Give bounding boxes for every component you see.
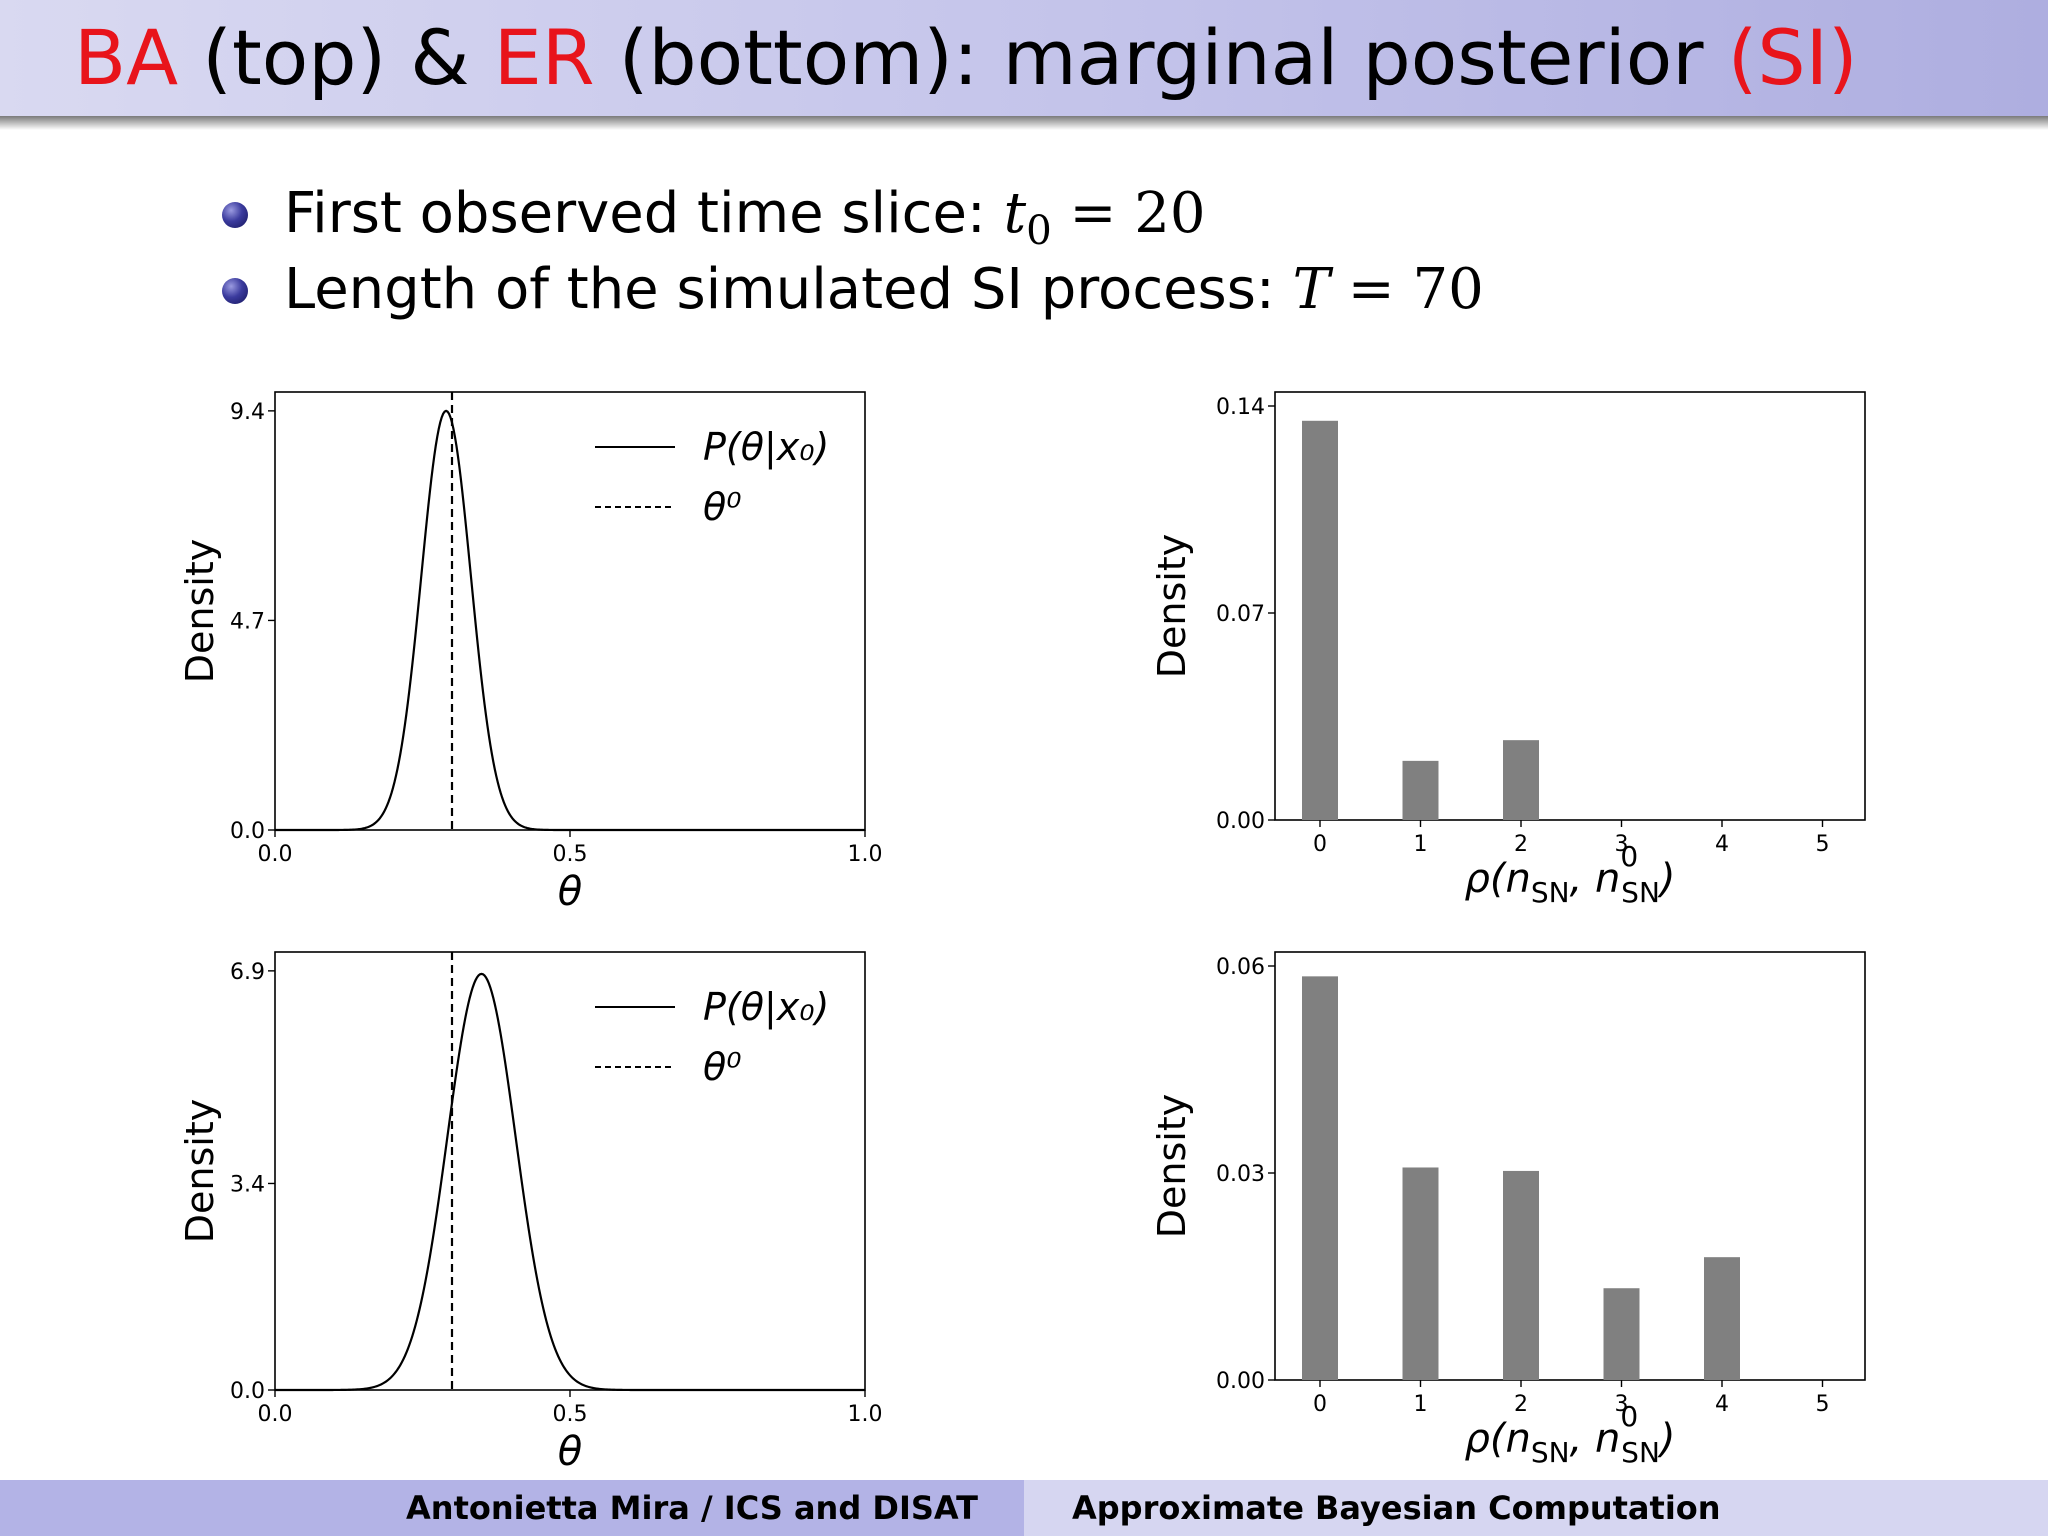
chart-ba-histogram: 0 1 2 3 4 5 0.00 0.07 0.14 Density ρ(nSN, n0 SN): [1140, 380, 1900, 924]
x-tick-label: 0: [1313, 832, 1327, 857]
y-tick-label: 0.06: [1216, 955, 1265, 980]
x-axis-label: ρ(nSN, n0 SN): [1464, 840, 1675, 909]
y-axis-label: Density: [178, 1099, 222, 1243]
math-value: = 70: [1329, 257, 1484, 322]
bullet-text: First observed time slice:: [284, 181, 1004, 246]
x-tick-label: 1.0: [848, 842, 883, 867]
title-er: ER: [493, 13, 595, 102]
x-tick-label: 3: [1615, 1392, 1629, 1417]
y-axis-label: Density: [1150, 1094, 1194, 1238]
footer-talk-title: Approximate Bayesian Computation: [1072, 1489, 1721, 1527]
title-shadow: [0, 116, 2048, 130]
y-axis-label: Density: [1150, 534, 1194, 678]
y-tick-label: 4.7: [230, 609, 265, 634]
x-axis-label: ρ(nSN, n0 SN): [1464, 1400, 1675, 1469]
title-top-label: (top) &: [178, 13, 494, 102]
histogram-bar: [1503, 740, 1539, 820]
y-tick-label: 9.4: [230, 400, 265, 425]
title-ba: BA: [74, 13, 179, 102]
x-tick-label: 1.0: [848, 1402, 883, 1427]
histogram-bar: [1603, 1288, 1640, 1380]
histogram-bar: [1503, 1170, 1539, 1380]
slide-title: BA (top) & ER (bottom): marginal posteri…: [74, 12, 1858, 104]
x-axis-label-part: , n: [1570, 1416, 1621, 1462]
x-axis-label-part: 0: [1620, 840, 1638, 873]
histogram-bar: [1302, 420, 1338, 820]
x-axis-label-part: SN: [1621, 876, 1660, 909]
legend-label-theta0: θ⁰: [703, 1045, 741, 1089]
footer: Antonietta Mira / ICS and DISAT Approxim…: [0, 1480, 2048, 1536]
y-tick-label: 0.0: [230, 1379, 265, 1404]
plot-frame: [1274, 391, 1866, 821]
x-tick-label: 1: [1414, 1392, 1428, 1417]
x-tick-label: 2: [1514, 1392, 1528, 1417]
density-curve: [275, 972, 865, 1392]
y-tick-label: 0.0: [230, 819, 265, 844]
x-axis-label-part: SN: [1531, 1436, 1570, 1469]
y-tick-label: 0.14: [1216, 395, 1265, 420]
x-tick-label: 4: [1715, 832, 1729, 857]
y-axis-label: Density: [178, 539, 222, 683]
x-axis-label-part: ): [1657, 1416, 1676, 1462]
y-tick-label: 3.4: [230, 1172, 265, 1197]
x-tick-label: 4: [1715, 1392, 1729, 1417]
footer-right: Approximate Bayesian Computation: [1024, 1480, 2048, 1536]
legend-label-posterior: P(θ|x₀): [703, 425, 829, 470]
x-tick-label: 3: [1615, 832, 1629, 857]
bullet-text: Length of the simulated SI process:: [284, 257, 1293, 322]
bullet-ball-icon: [222, 202, 248, 228]
histogram-bar: [1402, 1167, 1439, 1380]
title-bar: [0, 0, 2048, 116]
x-tick-label: 2: [1514, 832, 1528, 857]
histogram-bar: [1302, 976, 1338, 1380]
density-curve: [275, 409, 865, 832]
x-axis-label: θ: [558, 1429, 582, 1475]
y-tick-label: 6.9: [230, 960, 265, 985]
y-tick-label: 0.03: [1216, 1162, 1265, 1187]
x-tick-label: 5: [1816, 1392, 1830, 1417]
legend-label-posterior: P(θ|x₀): [703, 985, 829, 1030]
legend-label-theta0: θ⁰: [703, 485, 741, 529]
math-variable: t: [1003, 181, 1027, 246]
y-tick-label: 0.00: [1216, 809, 1265, 834]
title-bottom-label: (bottom): marginal posterior: [594, 13, 1728, 102]
y-tick-label: 0.00: [1216, 1369, 1265, 1394]
x-tick-label: 0.0: [258, 842, 293, 867]
x-axis-label-part: SN: [1621, 1436, 1660, 1469]
x-axis-label-part: SN: [1531, 876, 1570, 909]
title-si: (SI): [1727, 13, 1858, 102]
x-axis-label-part: ρ(n: [1464, 856, 1530, 902]
x-axis-label-part: ρ(n: [1464, 1416, 1530, 1462]
math-subscript: 0: [1026, 207, 1052, 255]
plot-frame: [1274, 951, 1866, 1381]
x-tick-label: 0.0: [258, 1402, 293, 1427]
x-axis-label-part: ): [1657, 856, 1676, 902]
x-tick-label: 0.5: [553, 1402, 588, 1427]
x-axis-label-part: , n: [1570, 856, 1621, 902]
histogram-bar: [1402, 760, 1439, 820]
y-tick-label: 0.07: [1216, 602, 1265, 627]
math-value: = 20: [1051, 181, 1206, 246]
footer-author: Antonietta Mira / ICS and DISAT: [406, 1489, 978, 1527]
x-tick-label: 0: [1313, 1392, 1327, 1417]
x-tick-label: 1: [1414, 832, 1428, 857]
x-tick-label: 5: [1816, 832, 1830, 857]
histogram-bar: [1704, 1257, 1740, 1380]
x-tick-label: 0.5: [553, 842, 588, 867]
chart-er-histogram: 0 1 2 3 4 5 0.00 0.03 0.06 Density ρ(nSN, n0 SN): [1140, 940, 1900, 1484]
x-axis-label: θ: [558, 869, 582, 915]
bullet-ball-icon: [222, 278, 248, 304]
chart-ba-posterior-svg: 0.0 4.7 9.4 0.0 0.5 1.0 Density θ P(θ|x₀) θ⁰: [178, 391, 883, 915]
x-axis-label-part: 0: [1620, 1400, 1638, 1433]
chart-er-posterior: 0.0 3.4 6.9 0.0 0.5 1.0 Density θ P(θ|x₀) θ⁰: [160, 940, 920, 1484]
chart-ba-posterior: 0.0 4.7 9.4 0.0 0.5 1.0 Density θ P(θ|x₀) θ⁰: [160, 380, 920, 924]
footer-left: Antonietta Mira / ICS and DISAT: [0, 1480, 1024, 1536]
chart-er-posterior-svg: 0.0 3.4 6.9 0.0 0.5 1.0 Density θ P(θ|x₀) θ⁰: [178, 951, 883, 1475]
math-variable: T: [1292, 257, 1330, 322]
